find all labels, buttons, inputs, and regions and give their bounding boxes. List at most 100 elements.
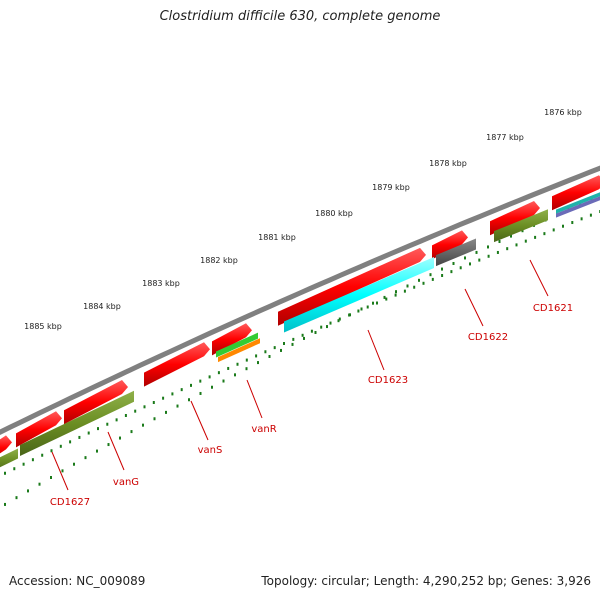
inner-tick (50, 449, 53, 453)
scale-labels: 1876 kbp 1877 kbp 1878 kbp 1879 kbp 1880 kbp… (24, 108, 582, 331)
scale-tick (188, 398, 190, 402)
inner-tick (310, 329, 313, 333)
inner-tick (59, 444, 62, 448)
scale-tick (165, 410, 167, 414)
purple-feature (556, 196, 600, 218)
inner-tick (524, 239, 527, 243)
scale-tick (441, 267, 443, 271)
olive-feature (494, 209, 548, 243)
scale-tick (15, 496, 18, 500)
inner-tick (469, 262, 471, 266)
scale-tick (61, 469, 64, 473)
inner-tick (208, 375, 211, 379)
scale-tick (360, 307, 363, 311)
inner-tick (283, 342, 285, 346)
inner-tick (506, 247, 509, 251)
inner-tick (534, 235, 537, 239)
scale-tick (452, 261, 455, 265)
label-leader (529, 259, 549, 297)
genome-backbone (0, 165, 600, 435)
inner-tick (422, 281, 425, 285)
inner-tick (4, 471, 6, 475)
inner-tick (264, 350, 267, 354)
cds-arrow (144, 342, 210, 387)
scale-tick (107, 443, 110, 447)
inner-tick (459, 266, 462, 270)
inner-tick (78, 435, 81, 439)
scale-tick (406, 284, 409, 288)
cds-arrow (0, 435, 12, 454)
scale-tick (199, 391, 202, 395)
scale-label: 1883 kbp (142, 279, 180, 288)
scale-tick (280, 348, 282, 352)
cyan-feature (284, 256, 434, 333)
orange-feature (218, 338, 260, 363)
scale-label: 1881 kbp (258, 233, 296, 242)
scale-tick (383, 295, 386, 299)
scale-tick (234, 373, 236, 377)
inner-tick (543, 232, 546, 236)
scale-ticks (4, 197, 600, 506)
inner-tick (385, 297, 388, 301)
inner-tick (450, 270, 453, 274)
scale-tick (498, 240, 501, 244)
inner-tick (320, 325, 323, 329)
inner-tick (366, 305, 369, 309)
green-feature (216, 332, 258, 358)
label-leaders (51, 259, 549, 491)
scale-label: 1880 kbp (315, 209, 353, 218)
teal-feature (556, 192, 600, 214)
cds-arrow (64, 380, 128, 425)
scale-tick (475, 250, 478, 254)
gene-features (0, 175, 600, 468)
inner-tick (162, 396, 165, 400)
gene-label: vanS (198, 445, 223, 456)
map-title: Clostridium difficile 630, complete geno… (159, 9, 441, 24)
inner-tick (115, 418, 118, 422)
inner-tick (69, 440, 72, 444)
label-leader (464, 288, 484, 327)
scale-tick (418, 278, 420, 282)
gene-label: CD1622 (468, 332, 508, 343)
inner-tick (552, 228, 555, 232)
inner-tick (329, 321, 332, 325)
scale-tick (211, 385, 213, 389)
inner-tick (403, 289, 406, 293)
scale-label: 1885 kbp (24, 322, 62, 331)
cds-arrow (432, 230, 468, 260)
gene-labels: CD1621 CD1622 CD1623 vanR vanS vanG CD1627 (50, 303, 573, 508)
inner-tick (217, 371, 220, 375)
inner-tick (227, 366, 230, 370)
inner-tick (171, 392, 174, 396)
scale-tick (395, 290, 397, 294)
inner-tick (301, 333, 304, 337)
cds-arrow (16, 411, 62, 448)
inner-tick (394, 293, 397, 297)
scale-label: 1878 kbp (429, 159, 467, 168)
gene-label: vanR (251, 424, 276, 435)
scale-tick (326, 325, 328, 329)
inner-tick (376, 301, 378, 305)
scale-label: 1876 kbp (544, 108, 582, 117)
scale-tick (303, 336, 305, 340)
gene-label: CD1623 (368, 375, 408, 386)
inner-tick (199, 379, 202, 383)
inner-tick (571, 221, 574, 225)
inner-tick (255, 354, 258, 358)
scale-tick (337, 319, 340, 323)
inner-tick (348, 313, 351, 317)
scale-tick (222, 379, 225, 383)
scale-tick (487, 245, 489, 249)
cds-arrow (278, 247, 426, 326)
label-leader (107, 431, 125, 471)
scale-tick (130, 430, 133, 434)
scale-tick (429, 273, 432, 277)
olive-feature (0, 448, 18, 468)
scale-tick (510, 234, 512, 238)
scale-tick (38, 482, 41, 486)
gene-label: CD1627 (50, 497, 90, 508)
inner-tick (496, 250, 499, 254)
inner-tick (431, 277, 434, 281)
inner-tick (41, 453, 44, 457)
